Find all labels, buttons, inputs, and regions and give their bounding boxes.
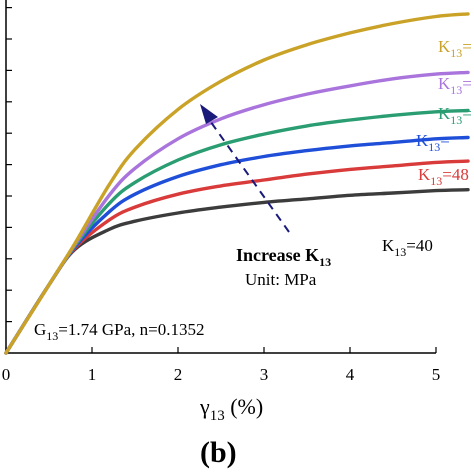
- series-label: K13=48: [418, 165, 469, 188]
- x-tick-label: 0: [2, 365, 11, 384]
- series-label: K13=: [438, 37, 472, 60]
- x-tick-label: 1: [88, 365, 97, 384]
- params-g: G: [34, 320, 46, 339]
- x-axis-title-sub: 13: [210, 408, 225, 424]
- x-tick-label: 5: [432, 365, 441, 384]
- panel-label: (b): [200, 436, 237, 469]
- x-axis-title-unit: (%): [225, 394, 263, 419]
- axes: [5, 0, 436, 354]
- x-tick-label: 4: [346, 365, 355, 384]
- increase-arrow: [200, 104, 290, 233]
- x-tick-label: 3: [260, 365, 269, 384]
- series-label: K13=: [438, 74, 472, 97]
- arrow-label: Increase K13: [236, 245, 331, 269]
- x-axis-title-main: γ: [199, 394, 210, 419]
- series-layer: [4, 12, 470, 355]
- arrow-shaft: [207, 117, 290, 233]
- series-label: K13=: [438, 104, 472, 127]
- y-ticks: [6, 6, 12, 323]
- series-line: [4, 12, 470, 355]
- params-g-sub: 13: [46, 329, 58, 343]
- params-rest: =1.74 GPa, n=0.1352: [58, 320, 204, 339]
- params-label: G13=1.74 GPa, n=0.1352: [34, 320, 204, 343]
- arrow-head: [200, 104, 218, 124]
- arrow-label-sub: 13: [319, 255, 331, 269]
- x-axis-title: γ13 (%): [199, 394, 263, 424]
- series-label: K13=40: [382, 236, 433, 259]
- series-labels: K13=40 K13=48 K13= K13= K13= K13=: [382, 37, 472, 259]
- unit-label: Unit: MPa: [245, 270, 317, 289]
- arrow-label-main: Increase K: [236, 245, 319, 265]
- series-label: K13=: [416, 131, 450, 154]
- x-tick-label: 2: [174, 365, 183, 384]
- series-line: [4, 108, 470, 355]
